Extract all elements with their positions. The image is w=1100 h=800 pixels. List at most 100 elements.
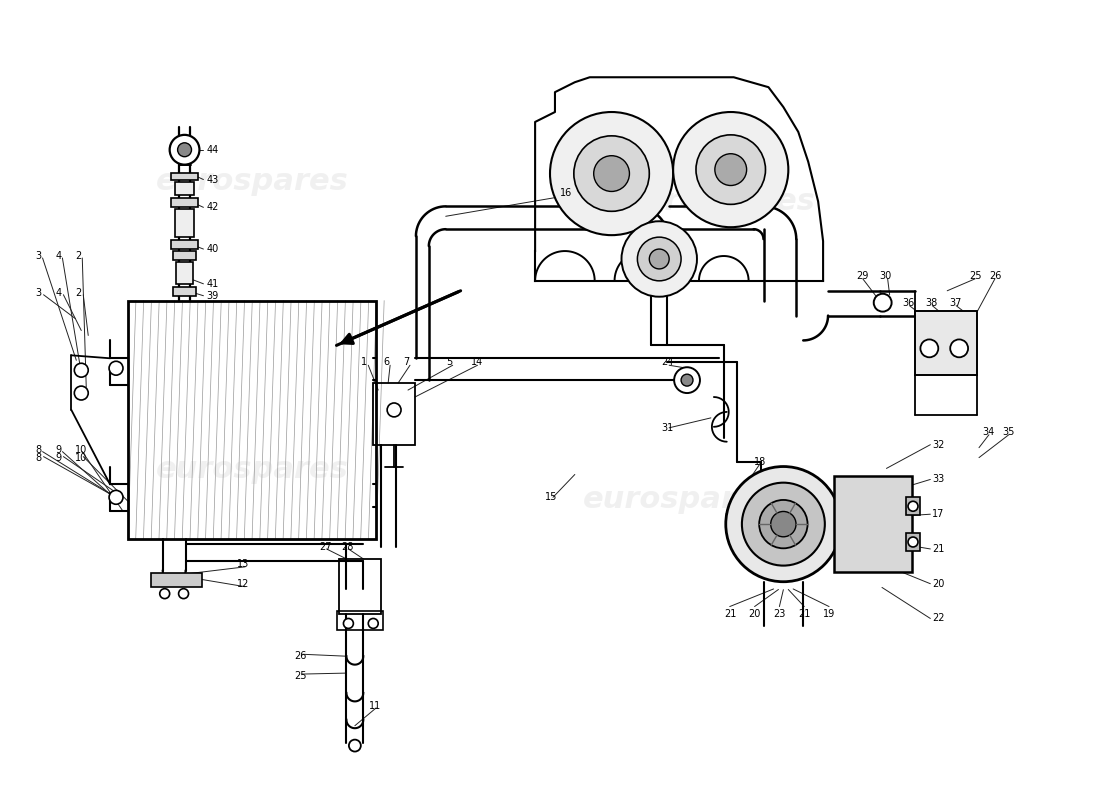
- Bar: [151, 573, 202, 586]
- Text: 42: 42: [207, 202, 219, 212]
- Text: 25: 25: [294, 671, 306, 681]
- Text: 39: 39: [207, 290, 219, 301]
- Circle shape: [594, 156, 629, 191]
- Text: eurospares: eurospares: [583, 485, 775, 514]
- Text: 43: 43: [207, 174, 219, 185]
- Circle shape: [681, 374, 693, 386]
- Text: 21: 21: [724, 609, 736, 618]
- Text: 2: 2: [75, 288, 81, 298]
- Circle shape: [177, 142, 191, 157]
- Circle shape: [908, 537, 918, 547]
- Text: 13: 13: [238, 559, 250, 569]
- Circle shape: [921, 339, 938, 358]
- Text: 4: 4: [55, 288, 62, 298]
- Text: 17: 17: [933, 510, 945, 519]
- Text: 20: 20: [933, 578, 945, 589]
- Circle shape: [75, 386, 88, 400]
- Text: 10: 10: [75, 453, 88, 462]
- Text: 9: 9: [55, 445, 62, 454]
- Text: 35: 35: [1002, 426, 1014, 437]
- Text: 40: 40: [207, 244, 219, 254]
- Text: 21: 21: [933, 544, 945, 554]
- Text: 25: 25: [969, 271, 981, 281]
- Circle shape: [75, 363, 88, 377]
- Text: 19: 19: [823, 609, 835, 618]
- Circle shape: [621, 222, 697, 297]
- Text: 8: 8: [35, 445, 42, 454]
- Text: 23: 23: [773, 609, 785, 618]
- Text: 6: 6: [383, 358, 389, 367]
- Text: 26: 26: [989, 271, 1001, 281]
- Text: 21: 21: [799, 609, 811, 618]
- Circle shape: [169, 135, 199, 165]
- Text: eurospares: eurospares: [156, 167, 349, 196]
- Text: eurospares: eurospares: [623, 187, 815, 216]
- Text: 3: 3: [35, 288, 42, 298]
- Circle shape: [673, 112, 789, 227]
- Bar: [170, 198, 198, 207]
- Circle shape: [160, 589, 169, 598]
- Text: 41: 41: [207, 279, 219, 289]
- Text: 28: 28: [341, 542, 354, 552]
- Text: 14: 14: [471, 358, 483, 367]
- Text: 31: 31: [661, 423, 673, 433]
- Circle shape: [178, 589, 188, 598]
- Bar: [175, 210, 195, 237]
- Text: 2: 2: [75, 251, 81, 261]
- Text: 24: 24: [661, 358, 673, 367]
- Text: 29: 29: [856, 271, 868, 281]
- Circle shape: [908, 502, 918, 511]
- Circle shape: [387, 403, 402, 417]
- Circle shape: [550, 112, 673, 235]
- Bar: [905, 498, 921, 515]
- Text: 36: 36: [902, 298, 915, 308]
- Text: 3: 3: [35, 251, 42, 261]
- Text: 10: 10: [75, 445, 88, 454]
- Text: 20: 20: [749, 609, 761, 618]
- Text: 44: 44: [207, 145, 219, 154]
- Circle shape: [637, 237, 681, 281]
- Circle shape: [349, 740, 361, 751]
- Text: 12: 12: [238, 578, 250, 589]
- Circle shape: [771, 511, 796, 537]
- Text: 7: 7: [403, 358, 409, 367]
- Text: 15: 15: [544, 492, 558, 502]
- Text: 37: 37: [949, 298, 961, 308]
- Text: 22: 22: [933, 614, 945, 623]
- Text: 16: 16: [560, 189, 572, 198]
- Text: 32: 32: [933, 440, 945, 450]
- Bar: [173, 286, 197, 296]
- Bar: [338, 610, 383, 630]
- Bar: [170, 173, 198, 179]
- Circle shape: [741, 482, 825, 566]
- Text: eurospares: eurospares: [156, 455, 349, 484]
- Bar: [176, 262, 194, 284]
- Text: 34: 34: [982, 426, 994, 437]
- Bar: [905, 533, 921, 551]
- Text: 5: 5: [446, 358, 452, 367]
- Circle shape: [574, 136, 649, 211]
- Circle shape: [343, 618, 353, 629]
- Circle shape: [109, 362, 123, 375]
- Text: 33: 33: [933, 474, 945, 485]
- Text: 9: 9: [55, 453, 62, 462]
- Bar: [915, 310, 977, 375]
- Bar: [173, 251, 197, 260]
- Circle shape: [715, 154, 747, 186]
- Text: 38: 38: [925, 298, 937, 308]
- Bar: [170, 240, 198, 249]
- Text: 8: 8: [35, 453, 42, 462]
- Bar: [340, 559, 382, 614]
- Text: 27: 27: [320, 542, 332, 552]
- Text: 18: 18: [754, 457, 766, 466]
- Text: 4: 4: [55, 251, 62, 261]
- Text: 1: 1: [361, 358, 367, 367]
- Circle shape: [950, 339, 968, 358]
- Circle shape: [873, 294, 892, 312]
- Text: 11: 11: [370, 701, 382, 711]
- Circle shape: [649, 249, 669, 269]
- Circle shape: [368, 618, 378, 629]
- Text: 26: 26: [294, 651, 306, 662]
- Text: 30: 30: [880, 271, 892, 281]
- Bar: [175, 182, 195, 195]
